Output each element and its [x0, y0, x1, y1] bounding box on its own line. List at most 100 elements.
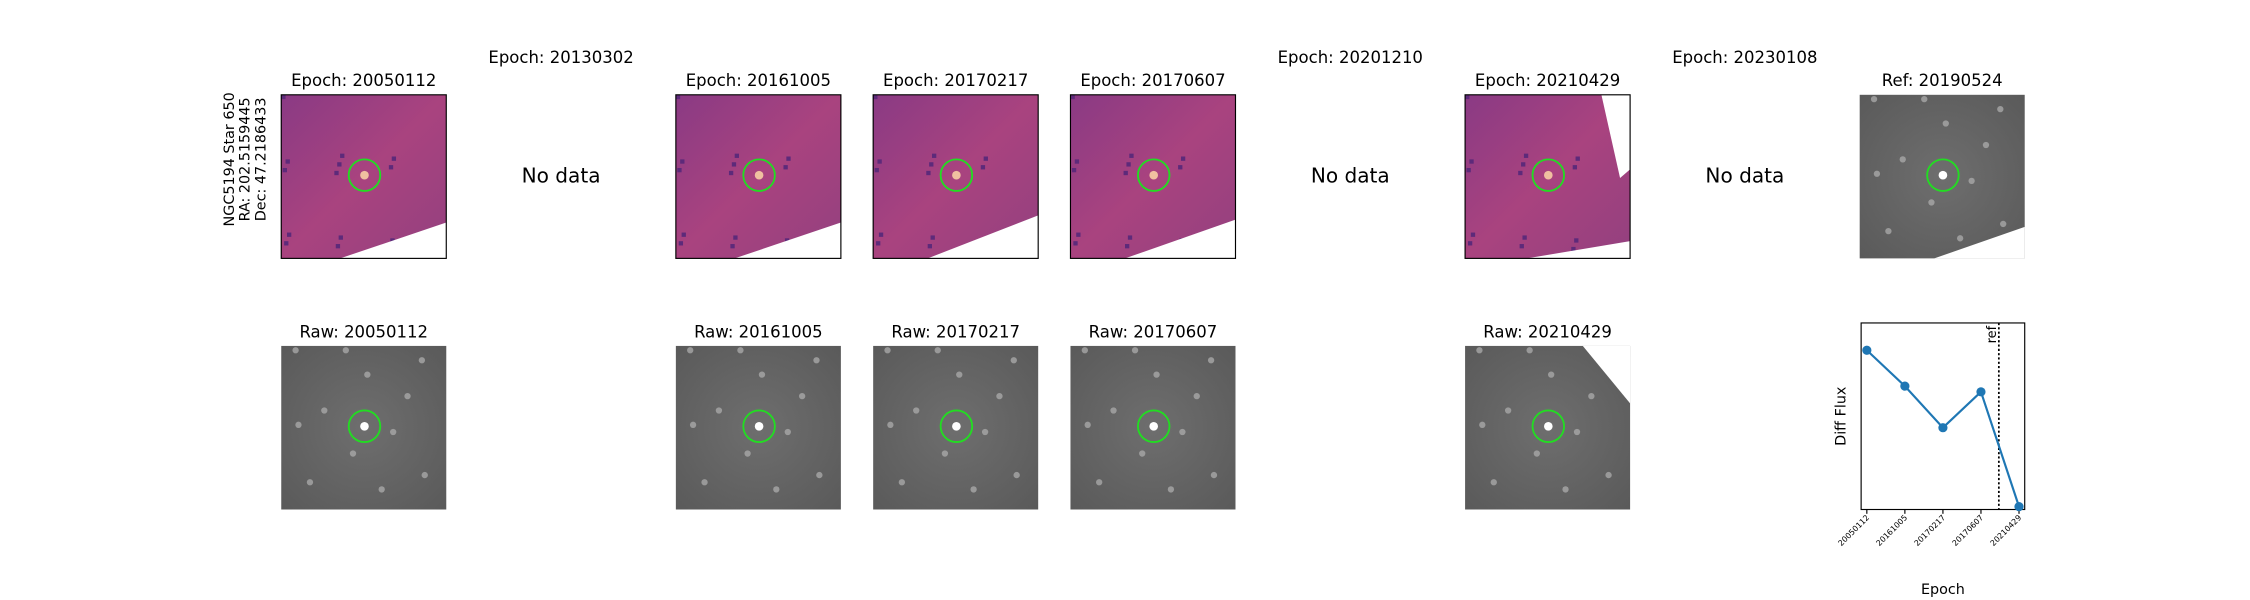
pixel	[873, 94, 878, 100]
pixel	[284, 241, 289, 246]
pixel	[1127, 235, 1133, 240]
pixel	[678, 241, 684, 246]
frame	[1069, 94, 1237, 259]
pixel	[877, 159, 882, 164]
star	[1942, 120, 1949, 127]
x-tick-label: 20170607	[1951, 513, 1986, 548]
star	[1179, 428, 1186, 436]
frame	[280, 94, 447, 259]
target-circle	[347, 409, 382, 443]
star	[1899, 156, 1906, 163]
pixel	[1518, 170, 1523, 176]
target-circle	[1136, 158, 1171, 192]
side-label: RA: 202.5159445	[238, 97, 254, 221]
pixel	[930, 235, 935, 240]
target-circle	[1531, 409, 1566, 443]
star	[1096, 479, 1103, 486]
star	[715, 407, 723, 414]
star	[295, 421, 302, 428]
pixel	[926, 170, 931, 176]
target-circle	[939, 158, 974, 192]
star	[390, 428, 397, 436]
star-core	[1544, 421, 1553, 431]
star-core	[360, 170, 369, 180]
star	[1997, 105, 2004, 113]
no-data: No data	[522, 163, 601, 187]
star	[1504, 407, 1512, 414]
image-panel	[675, 94, 842, 259]
pixel	[1466, 167, 1471, 173]
pixel	[390, 238, 395, 243]
pixel	[1519, 244, 1524, 249]
pixel	[733, 235, 738, 240]
star	[1921, 95, 1928, 103]
point	[2014, 502, 2024, 512]
pixel	[983, 156, 988, 161]
star	[784, 428, 791, 436]
star	[1982, 141, 1990, 149]
star-core	[1149, 170, 1159, 180]
star-core	[360, 421, 369, 431]
star	[1210, 471, 1218, 479]
star	[321, 407, 328, 414]
pixel	[334, 170, 339, 176]
star	[364, 371, 371, 378]
star-core	[952, 170, 961, 180]
blank-region	[927, 215, 1039, 259]
pixel	[1574, 238, 1579, 243]
target-circle	[939, 409, 974, 443]
star	[1139, 450, 1146, 457]
star	[744, 450, 751, 457]
no-data: No data	[1311, 163, 1390, 187]
panel-title: Epoch: 20201210	[1278, 48, 1423, 67]
pixel	[285, 159, 290, 164]
pixel	[286, 232, 292, 237]
pixel	[874, 167, 879, 173]
panel-title: Epoch: 20161005	[686, 71, 831, 90]
star	[1013, 471, 1020, 479]
pixel	[335, 244, 341, 249]
target-circle	[1926, 158, 1960, 192]
star-core	[754, 421, 764, 431]
star	[1526, 347, 1533, 354]
no-data: No data	[1705, 163, 1784, 187]
star	[1084, 421, 1091, 428]
pixel	[1522, 235, 1527, 240]
target-circle	[1531, 158, 1566, 192]
star	[689, 421, 697, 428]
star	[1562, 486, 1569, 493]
star	[1885, 227, 1892, 235]
blank-region	[734, 222, 841, 259]
pixel	[677, 167, 682, 173]
side-label: Dec: 47.2186433	[253, 98, 269, 222]
star	[1110, 407, 1117, 414]
star	[1131, 347, 1139, 354]
star	[378, 486, 385, 493]
star	[687, 347, 694, 354]
star	[798, 392, 806, 400]
panel-title: Raw: 20170217	[891, 322, 1020, 341]
star	[981, 428, 989, 436]
pixel	[337, 162, 342, 167]
blank-region	[1601, 94, 1631, 179]
pixel	[1178, 165, 1183, 170]
ref-label: ref	[1985, 325, 2000, 343]
blank-region	[340, 222, 447, 259]
star	[1010, 357, 1017, 364]
star	[816, 471, 823, 479]
panel-title: Epoch: 20210429	[1475, 71, 1620, 90]
target-circle	[347, 158, 382, 192]
star	[342, 347, 349, 354]
pixel	[1076, 232, 1081, 237]
pixel	[340, 153, 345, 158]
pixel	[731, 162, 737, 167]
panel-title: Raw: 20050112	[299, 322, 428, 341]
pixel	[1073, 241, 1078, 246]
star	[292, 347, 299, 354]
plot-frame	[1860, 322, 2026, 511]
pixel	[931, 153, 937, 158]
pixel	[1571, 246, 1576, 252]
star	[1956, 235, 1964, 242]
pixel	[1071, 167, 1077, 173]
pixel	[783, 165, 788, 170]
